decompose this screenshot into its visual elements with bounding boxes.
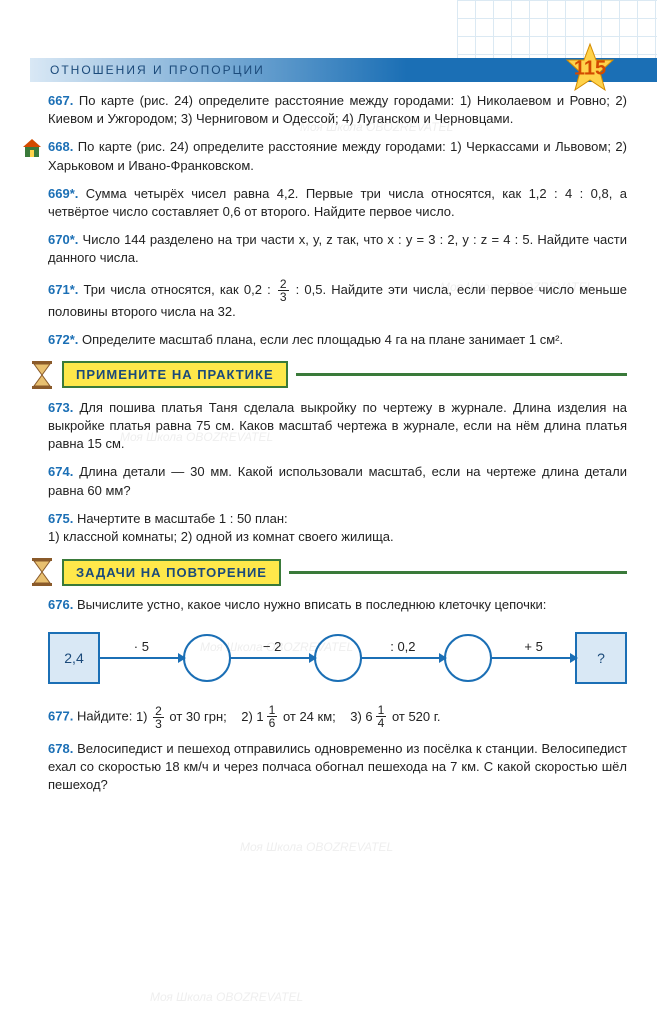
problem-number: 667. [48,93,73,108]
fraction: 23 [153,705,164,730]
page-content: 667. По карте (рис. 24) определите расст… [48,92,627,804]
section-title: ПРИМЕНИТЕ НА ПРАКТИКЕ [62,361,288,388]
mixed-number: 614 [365,704,388,729]
band-line [296,373,627,376]
band-line [289,571,627,574]
problem-676: 676. Вычислите устно, какое число нужно … [48,596,627,614]
problem-text: Вычислите устно, какое число нужно вписа… [77,597,546,612]
problem-text: Число 144 разделено на три части x, y, z… [48,232,627,265]
problem-678: 678. Велосипедист и пешеход отправились … [48,740,627,795]
chain-op: : 0,2 [390,639,415,654]
problem-number: 678. [48,741,73,756]
problem-671: 671*. Три числа относятся, как 0,2 : 23 … [48,278,627,321]
problem-number: 670*. [48,232,78,247]
chain-arrow: : 0,2 [360,657,447,659]
problem-672: 672*. Определите масштаб плана, если лес… [48,331,627,349]
part-1: 1) 23 от 30 грн; [136,709,230,724]
problem-text: Для пошива платья Таня сделала выкройку … [48,400,627,451]
chain-node [444,634,492,682]
problem-667: 667. По карте (рис. 24) определите расст… [48,92,627,128]
hourglass-icon [30,558,54,586]
problem-670: 670*. Число 144 разделено на три части x… [48,231,627,267]
problem-text: Начертите в масштабе 1 : 50 план: [77,511,288,526]
problem-number: 672*. [48,332,78,347]
problem-number: 673. [48,400,73,415]
chain-node [314,634,362,682]
chain-arrow: − 2 [229,657,316,659]
hourglass-icon [30,361,54,389]
chain-end-box: ? [575,632,627,684]
chain-op: − 2 [263,639,281,654]
problem-number: 675. [48,511,73,526]
chain-start-value: 2,4 [64,650,83,666]
house-icon [22,138,42,158]
section-review: ЗАДАЧИ НА ПОВТОРЕНИЕ [30,558,627,586]
problem-text: Сумма четырёх чисел равна 4,2. Первые тр… [48,186,627,219]
problem-text: По карте (рис. 24) определите расстояние… [48,93,627,126]
page-number-badge: 115 [563,42,617,96]
problem-677: 677. Найдите: 1) 23 от 30 грн; 2) 116 от… [48,704,627,729]
problem-number: 676. [48,597,73,612]
mixed-number: 116 [256,704,279,729]
problem-text: По карте (рис. 24) определите расстояние… [48,139,627,172]
page-number: 115 [574,58,606,81]
problem-text: Велосипедист и пешеход отправились однов… [48,741,627,792]
problem-673: 673. Для пошива платья Таня сделала выкр… [48,399,627,454]
problem-label: Найдите: [77,709,136,724]
problem-number: 669*. [48,186,78,201]
part-2: 2) 116 от 24 км; [241,709,339,724]
problem-text: Определите масштаб плана, если лес площа… [82,332,563,347]
problem-subtext: 1) классной комнаты; 2) одной из комнат … [48,529,394,544]
problem-number: 674. [48,464,73,479]
chain-diagram: 2,4 · 5 − 2 : 0,2 + 5 ? [48,626,627,690]
problem-675: 675. Начертите в масштабе 1 : 50 план: 1… [48,510,627,546]
chain-op: · 5 [134,639,149,654]
chain-start-box: 2,4 [48,632,100,684]
chain-end-value: ? [597,650,605,666]
chain-arrow: · 5 [98,657,185,659]
watermark: Моя Школа OBOZREVATEL [240,840,393,854]
problem-number: 677. [48,709,73,724]
problem-674: 674. Длина детали — 30 мм. Какой использ… [48,463,627,499]
grid-background [457,0,657,60]
watermark: Моя Школа OBOZREVATEL [150,990,303,1004]
problem-number: 671*. [48,281,78,296]
part-3: 3) 614 от 520 г. [350,709,440,724]
section-practice: ПРИМЕНИТЕ НА ПРАКТИКЕ [30,361,627,389]
chain-op: + 5 [524,639,542,654]
chain-arrow: + 5 [490,657,577,659]
problem-text: Длина детали — 30 мм. Какой использовали… [48,464,627,497]
problem-668: 668. По карте (рис. 24) определите расст… [48,138,627,174]
problem-number: 668. [48,139,73,154]
chain-node [183,634,231,682]
problem-669: 669*. Сумма четырёх чисел равна 4,2. Пер… [48,185,627,221]
section-title: ЗАДАЧИ НА ПОВТОРЕНИЕ [62,559,281,586]
problem-text-pre: Три числа относятся, как 0,2 : [84,281,276,296]
chapter-title: ОТНОШЕНИЯ И ПРОПОРЦИИ [50,63,265,77]
fraction: 23 [278,278,289,303]
